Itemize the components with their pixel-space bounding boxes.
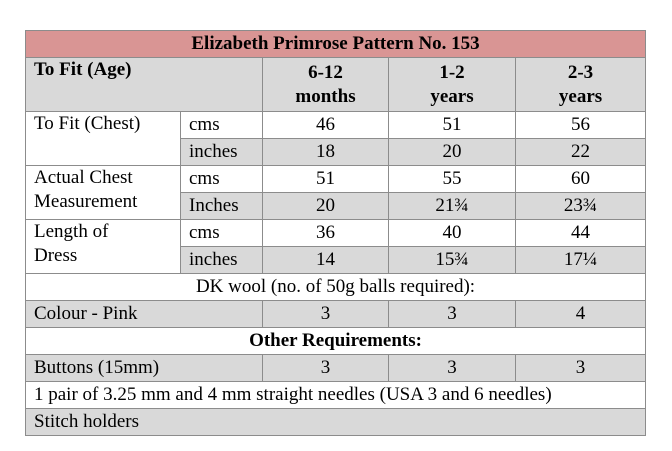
table-row: inches 14 15¾ 17¼	[26, 246, 647, 274]
value-cell: 20	[388, 138, 516, 166]
value-cell: 3	[262, 354, 389, 382]
section-heading: DK wool (no. of 50g balls required):	[24, 273, 647, 301]
value-cell: 40	[388, 219, 516, 247]
unit-cell: cms	[180, 165, 263, 193]
table-row: Actual Chest Measurement cms 51 55 60	[25, 165, 647, 220]
header-cell: 2-3 years	[514, 57, 647, 112]
row-label: Colour - Pink	[25, 300, 263, 328]
requirement-text: Stitch holders	[24, 408, 647, 436]
value-cell: 46	[262, 111, 389, 139]
value-cell: 21¾	[388, 192, 516, 220]
value-cell: 4	[514, 300, 647, 328]
section-heading: Other Requirements:	[24, 327, 647, 355]
unit-cell: inches	[180, 246, 263, 274]
value-cell: 23¾	[514, 192, 647, 220]
table-row: inches 18 20 22	[26, 138, 647, 166]
value-cell: 51	[262, 165, 389, 193]
row-label: Length of Dress	[25, 219, 181, 274]
requirement-text: 1 pair of 3.25 mm and 4 mm straight need…	[24, 381, 647, 409]
table-row: Other Requirements:	[24, 327, 647, 355]
table-row: Inches 20 21¾ 23¾	[26, 192, 647, 220]
table-row: To Fit (Age) 6-12 months 1-2 years 2-3 year…	[25, 57, 647, 112]
row-label: To Fit (Chest)	[25, 111, 181, 166]
value-cell: 55	[388, 165, 516, 193]
table-row: Colour - Pink 3 3 4	[25, 300, 647, 328]
value-cell: 3	[388, 354, 516, 382]
table-body: Elizabeth Primrose Pattern No. 153 To Fit…	[24, 30, 647, 436]
table-title: Elizabeth Primrose Pattern No. 153	[24, 30, 647, 58]
value-cell: 15¾	[388, 246, 516, 274]
table-row: DK wool (no. of 50g balls required):	[24, 273, 647, 301]
value-cell: 60	[514, 165, 647, 193]
pattern-table-wrap: Elizabeth Primrose Pattern No. 153 To Fit…	[24, 30, 647, 436]
unit-cell: Inches	[180, 192, 263, 220]
value-cell: 36	[262, 219, 389, 247]
value-cell: 44	[514, 219, 647, 247]
value-cell: 14	[262, 246, 389, 274]
table-row: 1 pair of 3.25 mm and 4 mm straight need…	[24, 381, 647, 409]
value-cell: 22	[514, 138, 647, 166]
table-row: Elizabeth Primrose Pattern No. 153	[24, 30, 647, 58]
unit-cell: inches	[180, 138, 263, 166]
table-row: Stitch holders	[24, 408, 647, 436]
header-cell: 1-2 years	[388, 57, 516, 112]
value-cell: 56	[514, 111, 647, 139]
value-cell: 3	[262, 300, 389, 328]
pattern-table: Elizabeth Primrose Pattern No. 153 To Fit…	[24, 30, 647, 436]
row-label: Actual Chest Measurement	[25, 165, 181, 220]
value-cell: 20	[262, 192, 389, 220]
table-row: Length of Dress cms 36 40 44	[25, 219, 647, 274]
value-cell: 3	[388, 300, 516, 328]
value-cell: 18	[262, 138, 389, 166]
value-cell: 3	[514, 354, 647, 382]
value-cell: 51	[388, 111, 516, 139]
table-row: Buttons (15mm) 3 3 3	[25, 354, 647, 382]
unit-cell: cms	[180, 219, 263, 247]
header-cell: To Fit (Age)	[25, 57, 263, 112]
value-cell: 17¼	[514, 246, 647, 274]
row-label: Buttons (15mm)	[25, 354, 263, 382]
table-row: To Fit (Chest) cms 46 51 56	[25, 111, 647, 166]
unit-cell: cms	[180, 111, 263, 139]
header-cell: 6-12 months	[262, 57, 389, 112]
